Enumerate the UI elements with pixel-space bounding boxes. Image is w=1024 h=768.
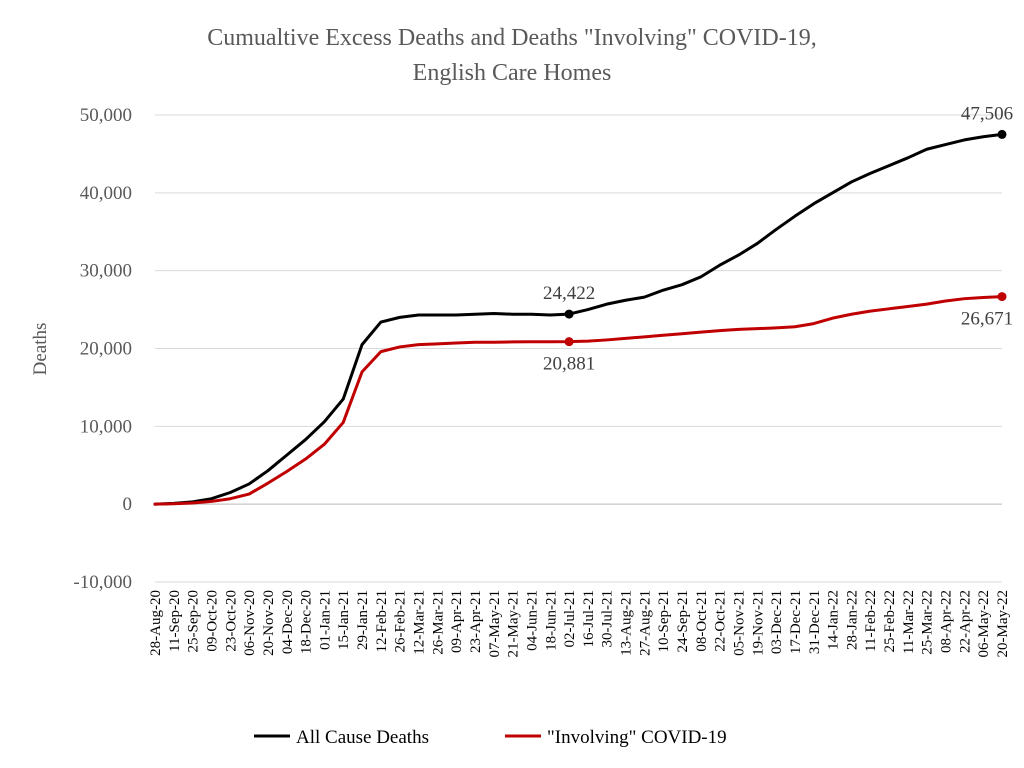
x-tick-label: 07-May-21 bbox=[487, 590, 503, 658]
x-tick-label: 17-Dec-21 bbox=[788, 590, 804, 654]
y-tick-label: 20,000 bbox=[80, 339, 132, 360]
x-tick-label: 27-Aug-21 bbox=[637, 590, 653, 656]
x-tick-label: 01-Jan-21 bbox=[317, 590, 333, 650]
x-tick-label: 14-Jan-22 bbox=[826, 590, 842, 650]
x-tick-label: 03-Dec-21 bbox=[769, 590, 785, 654]
x-tick-label: 06-Nov-20 bbox=[242, 590, 258, 656]
x-tick-label: 13-Aug-21 bbox=[619, 590, 635, 656]
x-tick-label: 25-Feb-22 bbox=[882, 590, 898, 653]
x-tick-label: 09-Oct-20 bbox=[204, 590, 220, 652]
x-tick-label: 31-Dec-21 bbox=[807, 590, 823, 654]
x-tick-label: 23-Apr-21 bbox=[468, 590, 484, 653]
legend-label: All Cause Deaths bbox=[296, 727, 429, 748]
data-point-marker bbox=[564, 309, 574, 319]
y-tick-label: -10,000 bbox=[73, 572, 132, 593]
data-label: 20,881 bbox=[543, 354, 595, 375]
legend-label: "Involving" COVID-19 bbox=[547, 727, 727, 748]
x-tick-label: 12-Feb-21 bbox=[374, 590, 390, 653]
x-tick-label: 06-May-22 bbox=[976, 590, 992, 658]
y-tick-label: 50,000 bbox=[80, 105, 132, 126]
x-tick-label: 29-Jan-21 bbox=[355, 590, 371, 650]
x-tick-label: 25-Mar-22 bbox=[920, 590, 936, 655]
x-tick-label: 19-Nov-21 bbox=[750, 590, 766, 656]
data-point-marker bbox=[564, 337, 574, 347]
x-tick-label: 11-Mar-22 bbox=[901, 590, 917, 654]
chart-subtitle: English Care Homes bbox=[413, 60, 612, 86]
x-tick-label: 22-Oct-21 bbox=[713, 590, 729, 652]
data-point-marker bbox=[997, 292, 1007, 302]
y-tick-label: 10,000 bbox=[80, 416, 132, 437]
y-tick-label: 0 bbox=[123, 494, 133, 515]
series-line-0 bbox=[153, 132, 1004, 506]
x-tick-label: 15-Jan-21 bbox=[336, 590, 352, 650]
series-lines bbox=[153, 132, 1004, 506]
x-tick-label: 23-Oct-20 bbox=[223, 590, 239, 652]
x-tick-label: 18-Jun-21 bbox=[543, 590, 559, 651]
y-tick-label: 40,000 bbox=[80, 183, 132, 204]
x-tick-label: 08-Oct-21 bbox=[694, 590, 710, 652]
x-tick-label: 26-Mar-21 bbox=[430, 590, 446, 655]
x-tick-label: 08-Apr-22 bbox=[939, 590, 955, 653]
y-tick-label: 30,000 bbox=[80, 261, 132, 282]
x-tick-label: 25-Sep-20 bbox=[186, 590, 202, 653]
gridlines bbox=[155, 114, 1002, 583]
data-point-marker bbox=[997, 129, 1007, 139]
x-tick-label: 28-Aug-20 bbox=[148, 590, 164, 656]
x-tick-label: 24-Sep-21 bbox=[675, 590, 691, 653]
data-label: 24,422 bbox=[543, 283, 595, 304]
x-tick-label: 26-Feb-21 bbox=[393, 590, 409, 653]
x-tick-label: 20-May-22 bbox=[995, 590, 1011, 658]
x-tick-label: 21-May-21 bbox=[506, 590, 522, 658]
x-axis-ticks: 28-Aug-20 11-Sep-20 25-Sep-20 09-Oct-20 23-O… bbox=[148, 590, 1011, 658]
x-tick-label: 18-Dec-20 bbox=[299, 590, 315, 654]
y-axis-label: Deaths bbox=[30, 323, 51, 376]
x-tick-label: 28-Jan-22 bbox=[844, 590, 860, 650]
x-tick-label: 16-Jul-21 bbox=[581, 590, 597, 648]
x-tick-label: 30-Jul-21 bbox=[600, 590, 616, 648]
x-tick-label: 10-Sep-21 bbox=[656, 590, 672, 653]
x-tick-label: 05-Nov-21 bbox=[731, 590, 747, 656]
x-tick-label: 09-Apr-21 bbox=[449, 590, 465, 653]
y-axis-ticks: -10,000 0 10,000 20,000 30,000 40,000 50,000 bbox=[73, 105, 132, 593]
x-tick-label: 20-Nov-20 bbox=[261, 590, 277, 656]
x-tick-label: 12-Mar-21 bbox=[412, 590, 428, 655]
series-line-1 bbox=[153, 295, 1004, 506]
data-label: 47,506 bbox=[961, 103, 1013, 124]
x-tick-label: 11-Sep-20 bbox=[167, 590, 183, 652]
legend: All Cause Deaths "Involving" COVID-19 bbox=[254, 727, 727, 748]
data-labels: 24,422 20,881 47,506 26,671 bbox=[543, 103, 1013, 374]
x-tick-label: 04-Jun-21 bbox=[524, 590, 540, 651]
x-tick-label: 11-Feb-22 bbox=[863, 590, 879, 652]
chart-title: Cumualtive Excess Deaths and Deaths "Inv… bbox=[207, 25, 816, 51]
x-tick-label: 22-Apr-22 bbox=[957, 590, 973, 653]
data-label: 26,671 bbox=[961, 309, 1013, 330]
x-tick-label: 04-Dec-20 bbox=[280, 590, 296, 654]
x-tick-label: 02-Jul-21 bbox=[562, 590, 578, 648]
